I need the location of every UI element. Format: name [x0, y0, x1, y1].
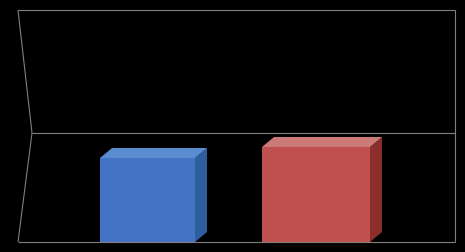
Polygon shape — [370, 137, 382, 242]
Polygon shape — [100, 158, 195, 242]
Polygon shape — [262, 147, 370, 242]
FancyArrow shape — [0, 251, 1, 252]
Polygon shape — [100, 148, 207, 158]
FancyArrow shape — [0, 251, 1, 252]
Polygon shape — [195, 148, 207, 242]
Polygon shape — [262, 137, 382, 147]
